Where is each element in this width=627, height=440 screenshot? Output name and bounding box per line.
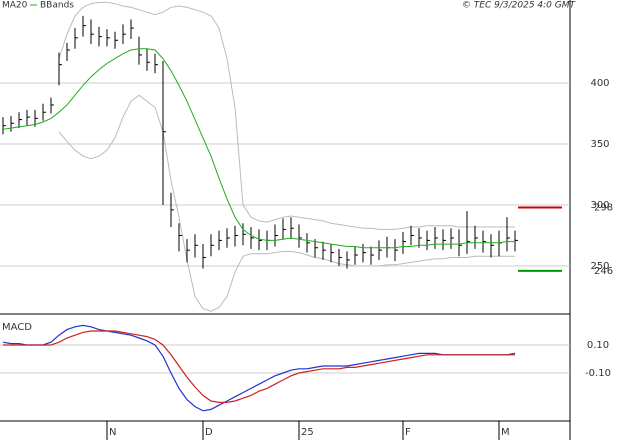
y-tick-label: 300 — [590, 200, 609, 211]
legend-item: MA20 — [2, 1, 28, 11]
x-tick-label: 25 — [301, 427, 314, 438]
y-tick-label: 400 — [590, 78, 609, 89]
level-label: 298 — [594, 202, 613, 213]
bband-lower — [58, 94, 515, 312]
y-tick-label: -0.10 — [585, 368, 611, 379]
y-tick-label: 250 — [590, 261, 609, 272]
x-tick-label: N — [109, 427, 116, 438]
bband-upper — [58, 1, 515, 230]
ma20-line — [2, 48, 515, 249]
macd-line — [3, 330, 515, 403]
header: © TEC 9/3/2025 4:0 GMT — [462, 1, 577, 11]
level-label: 246 — [594, 266, 613, 277]
legend-item: BBands — [40, 1, 74, 11]
y-tick-label: 0.10 — [587, 340, 609, 351]
x-tick-label: D — [205, 427, 213, 438]
x-tick-label: M — [501, 427, 510, 438]
x-tick-label: F — [405, 427, 411, 438]
y-tick-label: 350 — [590, 139, 609, 150]
panel-title: MACD — [2, 322, 32, 333]
macd-line — [2, 324, 516, 412]
